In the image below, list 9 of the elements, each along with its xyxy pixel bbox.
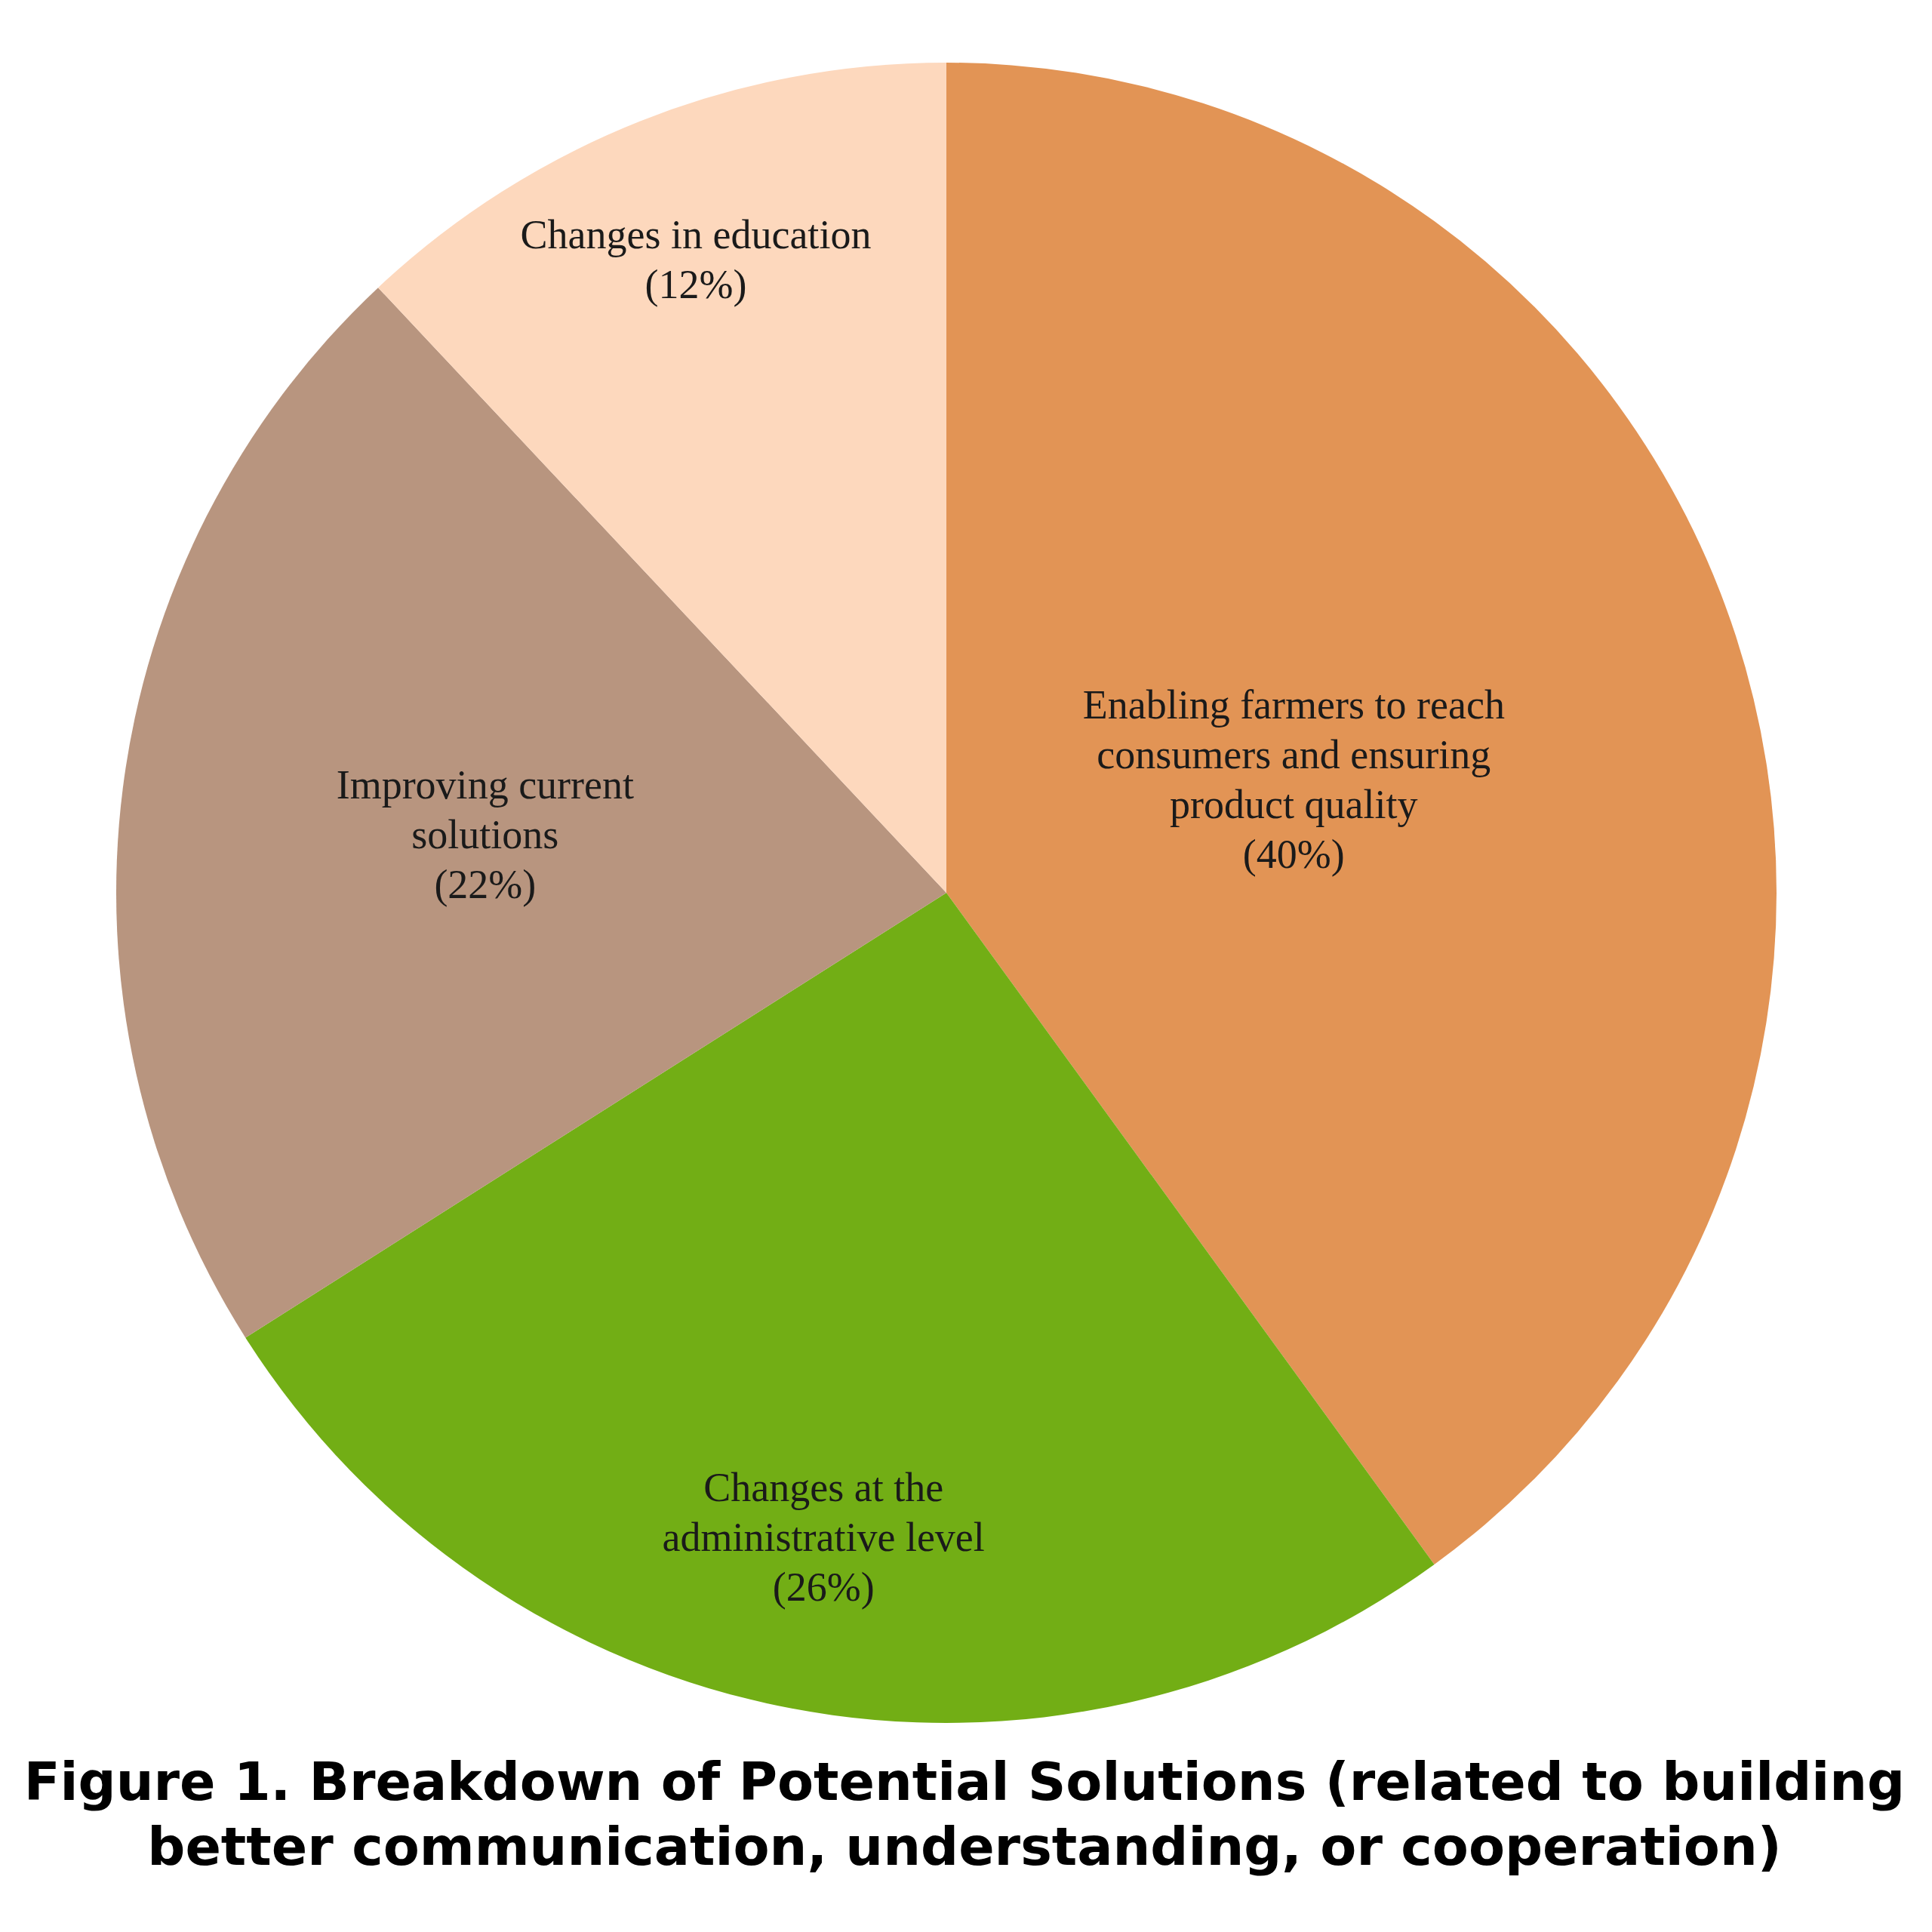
text: Figure 1. Breakdown of Potential Solutions (related to building better communication, understanding, or cooperation) [23, 1750, 1906, 1879]
slice-label: Changes at the administrative level [662, 1464, 985, 1560]
slice-label: Changes in education [520, 212, 872, 258]
data-label: (40%) [1242, 832, 1345, 878]
slice-label: Enabling farmers to reach consumers and ensuring product quality [1082, 682, 1505, 828]
data-label: (12%) [645, 262, 747, 308]
data-label: (26%) [772, 1564, 875, 1610]
data-label: (22%) [434, 861, 537, 907]
slice-label: Improving current solutions [336, 761, 635, 857]
